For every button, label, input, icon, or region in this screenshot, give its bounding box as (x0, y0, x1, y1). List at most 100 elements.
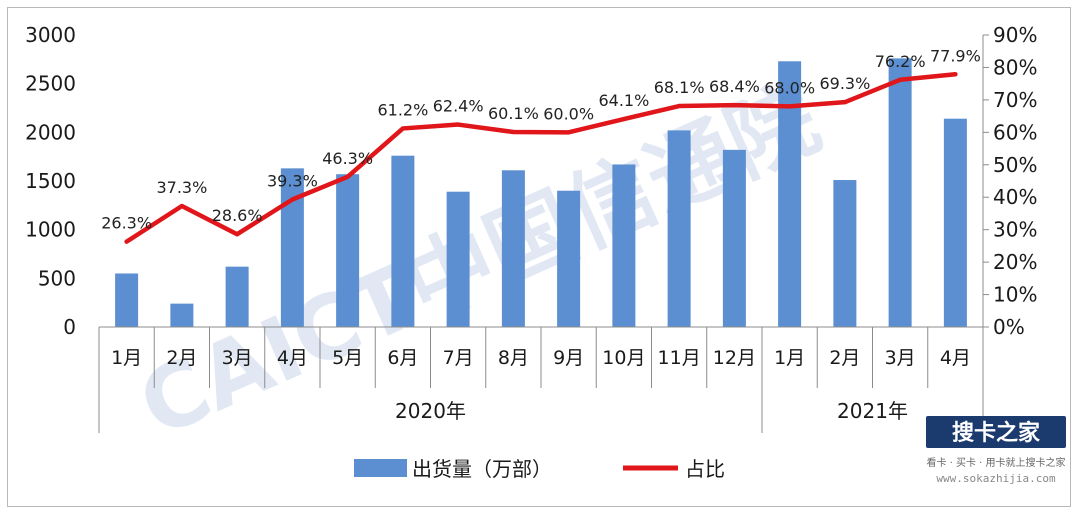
line-data-label: 26.3% (101, 214, 152, 233)
line-point (235, 232, 240, 237)
x-tick-label: 11月 (658, 347, 701, 369)
x-tick-label: 8月 (498, 347, 529, 369)
y-right-tick-label: 30% (993, 218, 1037, 242)
bar (280, 168, 304, 327)
logo-url: www.sokazhijia.com (936, 472, 1056, 485)
line-data-label: 37.3% (156, 178, 207, 197)
x-group-label: 2020年 (395, 399, 466, 423)
bar (336, 174, 360, 327)
logo-title: 搜卡之家 (952, 420, 1041, 446)
y-right-tick-label: 20% (993, 250, 1037, 274)
legend-bar-swatch (354, 459, 407, 477)
line-point (456, 122, 461, 127)
x-tick-label: 3月 (222, 347, 253, 369)
line-data-label: 68.1% (654, 78, 705, 97)
line-data-label: 76.2% (875, 52, 926, 71)
line-data-label: 68.4% (709, 77, 760, 96)
bar (115, 273, 139, 327)
y-left-tick-label: 1000 (25, 218, 76, 242)
bar (501, 170, 525, 327)
chart-frame: CAICT中国信通院 0 500 1000 1500 2000 2500 3000 0% 10… (7, 7, 1071, 507)
line-data-label: 68.0% (764, 78, 815, 97)
line-data-label: 60.1% (488, 104, 539, 123)
line-data-label: 69.3% (819, 74, 870, 93)
line-point (290, 197, 295, 202)
line-data-label: 62.4% (433, 97, 484, 116)
site-logo: 搜卡之家 看卡 · 买卡 · 用卡就上搜卡之家 www.sokazhijia.c… (926, 416, 1066, 485)
line-data-label: 39.3% (267, 171, 318, 190)
y-right-tick-label: 50% (993, 153, 1037, 177)
line-point (124, 239, 129, 244)
line-data-label: 64.1% (598, 91, 649, 110)
x-tick-label: 10月 (602, 347, 645, 369)
line-point (732, 103, 737, 108)
y-left-tick-label: 500 (38, 266, 76, 290)
bar (170, 303, 194, 327)
x-tick-label: 6月 (387, 347, 418, 369)
x-tick-label: 5月 (332, 347, 363, 369)
bar (557, 190, 581, 327)
bar (888, 58, 912, 328)
line-point (400, 126, 405, 131)
x-tick-label: 4月 (277, 347, 308, 369)
x-tick-label: 2月 (166, 347, 197, 369)
line-point (787, 104, 792, 109)
x-tick-label: 4月 (940, 347, 971, 369)
line-point (953, 72, 958, 77)
bar (722, 149, 746, 327)
y-left-tick-label: 1500 (25, 169, 76, 193)
line-data-label: 77.9% (930, 46, 981, 65)
share-line (124, 72, 958, 244)
legend-bar-label: 出货量（万部） (412, 457, 552, 481)
bar-series (115, 58, 967, 328)
y-right-tick-label: 0% (993, 315, 1025, 339)
y-axis-left: 0 500 1000 1500 2000 2500 3000 (25, 23, 76, 339)
line-data-label: 60.0% (543, 104, 594, 123)
x-tick-label: 1月 (774, 347, 805, 369)
y-right-tick-label: 40% (993, 185, 1037, 209)
bar (778, 61, 802, 327)
line-point (511, 130, 516, 135)
x-group-label: 2021年 (837, 399, 908, 423)
x-tick-label: 12月 (713, 347, 756, 369)
line-data-labels: 26.3%37.3% 28.6%39.3%46.3% 61.2% 62.4% 60.1%… (101, 46, 981, 232)
y-axis-right: 0% 10% 20% 30% 40% 50% 60% 70% 80% 90% (982, 23, 1037, 339)
line-series (124, 72, 958, 244)
x-tick-label: 9月 (553, 347, 584, 369)
line-point (179, 203, 184, 208)
line-data-label: 61.2% (377, 100, 428, 119)
line-data-label: 46.3% (322, 149, 373, 168)
y-right-tick-label: 80% (993, 55, 1037, 79)
y-left-tick-label: 0 (63, 315, 76, 339)
bar (667, 130, 691, 327)
legend-line-label: 占比 (685, 457, 725, 481)
y-left-tick-label: 2500 (25, 72, 76, 96)
logo-block (926, 416, 1066, 448)
logo-tagline: 看卡 · 买卡 · 用卡就上搜卡之家 (926, 456, 1065, 469)
y-right-tick-label: 90% (993, 23, 1037, 47)
line-data-label: 28.6% (212, 206, 263, 225)
x-tick-label: 3月 (885, 347, 916, 369)
line-point (345, 174, 350, 179)
y-left-tick-label: 3000 (25, 23, 76, 47)
x-tick-label: 2月 (829, 347, 860, 369)
bar (833, 180, 857, 327)
bar (446, 191, 470, 327)
y-right-tick-label: 10% (993, 283, 1037, 307)
y-left-tick-label: 2000 (25, 120, 76, 144)
line-point (842, 100, 847, 105)
bar (391, 155, 415, 327)
bar (943, 118, 967, 327)
x-tick-label: 7月 (443, 347, 474, 369)
legend: 出货量（万部） 占比 (354, 457, 725, 481)
x-tick-label: 1月 (111, 347, 142, 369)
line-point (898, 77, 903, 82)
y-right-tick-label: 70% (993, 88, 1037, 112)
line-point (566, 130, 571, 135)
line-point (677, 104, 682, 109)
bar (225, 266, 249, 327)
line-point (621, 117, 626, 122)
x-axis: 1月 2月 3月 4月 5月 6月 7月 8月 9月 10月 11月 12月 1月 2月 3月 4月 2020年… (98, 326, 984, 433)
bar (612, 164, 636, 327)
